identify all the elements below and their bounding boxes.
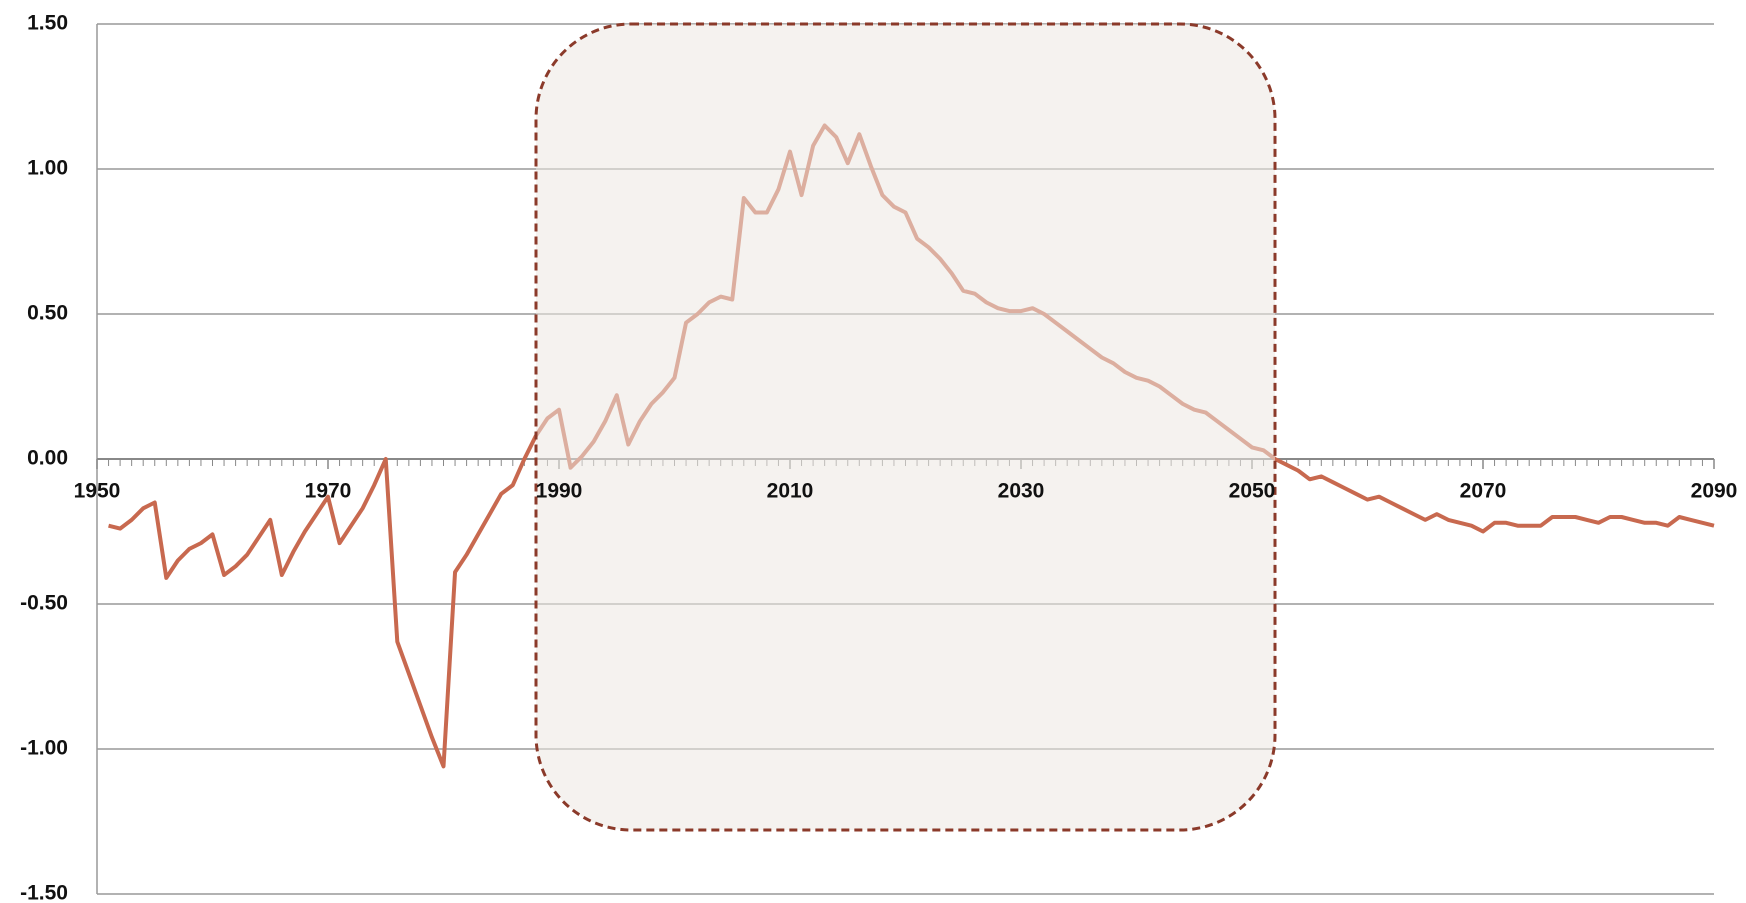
x-tick-label: 1950 (74, 480, 121, 503)
x-tick-label: 2090 (1691, 480, 1738, 503)
y-tick-label: 1.50 (27, 12, 68, 35)
x-tick-label: 2050 (1229, 480, 1276, 503)
highlight-box (534, 22, 1277, 832)
x-tick-label: 2010 (767, 480, 814, 503)
y-tick-label: 0.50 (27, 302, 68, 325)
x-tick-label: 2030 (998, 480, 1045, 503)
y-tick-label: 1.00 (27, 157, 68, 180)
x-tick-label: 2070 (1460, 480, 1507, 503)
x-tick-label: 1970 (305, 480, 352, 503)
plot-over: -1.50 -1.00 -0.50 0.00 0.50 1.00 1.50 1950 1970 1… (20, 12, 1737, 903)
x-tick-label: 1990 (536, 480, 583, 503)
y-tick-label: -1.00 (20, 737, 68, 760)
y-tick-label: -1.50 (20, 882, 68, 903)
y-tick-label: -0.50 (20, 592, 68, 615)
y-tick-label: 0.00 (27, 447, 68, 470)
